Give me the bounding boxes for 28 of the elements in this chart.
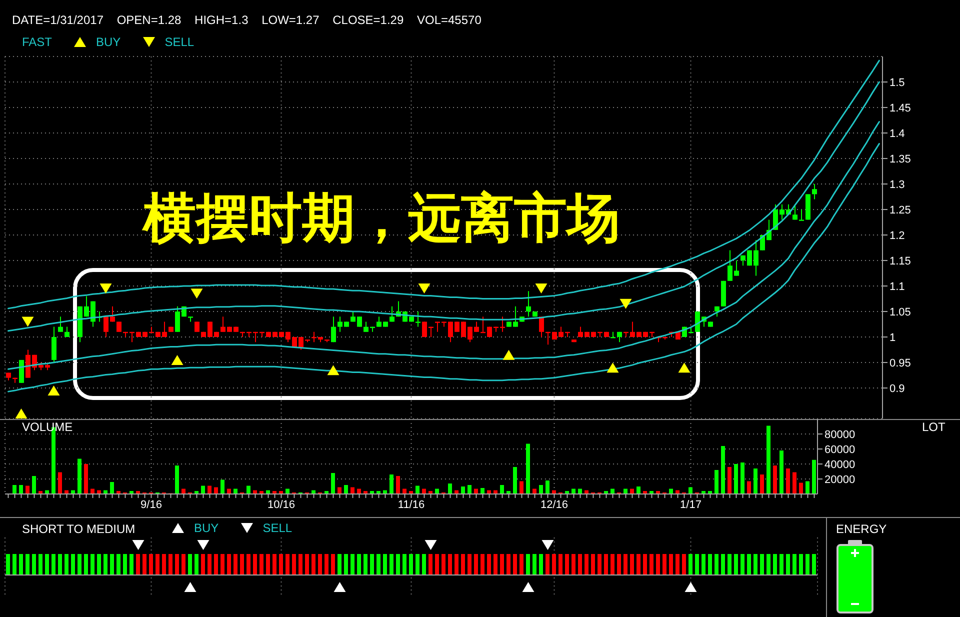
legend-label: BUY [194,521,219,535]
y-tick-label: 1.35 [890,153,911,166]
y-tick-label: 20000 [824,474,856,486]
y-tick-label: 40000 [824,458,856,471]
y-tick-label: 60000 [824,444,856,456]
y-tick-label: 1.1 [890,280,905,293]
legend-label: SELL [262,521,292,535]
y-tick-label: 1.45 [890,102,911,114]
x-tick-label: 12/16 [540,498,568,511]
text: ENERGY [836,522,887,536]
x-tick-label: 1/17 [680,498,702,511]
y-tick-label: 80000 [824,428,856,441]
y-tick-label: 1 [890,332,896,344]
chart-title: SHORT TO MEDIUM [22,522,136,536]
x-tick-label: 10/16 [267,498,296,511]
y-tick-label: 1.4 [890,128,905,140]
y-tick-label: 1.25 [890,204,911,216]
x-tick-label: 11/16 [398,498,425,511]
x-tick-label: 9/16 [140,498,162,511]
y-tick-label: 1.05 [890,306,911,318]
chart-title: VOLUME [22,420,73,434]
y-tick-label: 0.95 [890,357,911,370]
y-tick-label: 1.3 [890,178,905,191]
y-tick-label: 0.9 [890,382,905,395]
y-tick-label: 1.5 [890,76,905,89]
y-axis-title: LOT [922,420,946,434]
y-tick-label: 1.2 [890,230,905,242]
y-tick-label: 1.15 [890,255,911,268]
